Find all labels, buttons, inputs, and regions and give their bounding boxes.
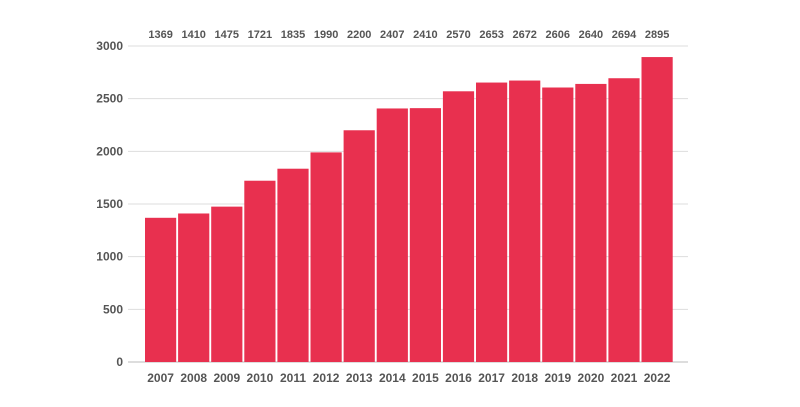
bar-2014 — [376, 108, 408, 362]
x-tick-label: 2009 — [213, 371, 240, 385]
bar-2022 — [641, 57, 673, 363]
bar-2018 — [509, 80, 541, 363]
bar-2011 — [277, 168, 309, 362]
bar-2009 — [211, 206, 243, 362]
x-tick-label: 2021 — [611, 371, 638, 385]
bars — [145, 57, 673, 363]
x-tick-label: 2011 — [280, 371, 306, 385]
y-tick-label: 1000 — [96, 250, 123, 264]
data-label: 2672 — [512, 29, 536, 41]
y-tick-label: 2500 — [96, 92, 123, 106]
bar-2013 — [343, 130, 375, 362]
x-tick-label: 2019 — [544, 371, 571, 385]
x-tick-label: 2007 — [147, 371, 174, 385]
bar-2007 — [145, 217, 177, 362]
bar-2017 — [476, 82, 508, 363]
y-tick-label: 2000 — [96, 144, 123, 158]
x-tick-label: 2018 — [511, 371, 538, 385]
data-label: 2694 — [612, 29, 637, 41]
y-tick-label: 0 — [116, 355, 123, 369]
x-axis: 2007 2008 2009 2010 2011 2012 2013 2014 2015 2016… — [147, 371, 671, 385]
data-label: 2410 — [413, 29, 437, 41]
data-label: 2570 — [446, 29, 470, 41]
y-tick-label: 3000 — [96, 39, 123, 53]
bar-2008 — [178, 213, 210, 362]
x-tick-label: 2015 — [412, 371, 439, 385]
x-tick-label: 2008 — [180, 371, 207, 385]
bar-2016 — [442, 91, 475, 362]
bar-2015 — [409, 108, 441, 362]
x-tick-label: 2022 — [644, 371, 671, 385]
data-label: 2640 — [579, 29, 603, 41]
data-label: 2407 — [380, 29, 404, 41]
x-tick-label: 2013 — [346, 371, 373, 385]
data-labels: 1369 1410 1475 1721 1835 1990 2200 2407 2410 2570… — [148, 29, 669, 41]
y-tick-label: 1500 — [96, 197, 123, 211]
data-label: 1990 — [314, 29, 338, 41]
data-label: 2895 — [645, 29, 669, 41]
data-label: 2606 — [546, 29, 570, 41]
data-label: 1721 — [248, 29, 272, 41]
data-label: 1835 — [281, 29, 305, 41]
y-tick-label: 500 — [103, 302, 123, 316]
data-label: 1410 — [181, 29, 205, 41]
x-tick-label: 2010 — [247, 371, 274, 385]
bar-2012 — [310, 152, 342, 362]
data-label: 1369 — [148, 29, 172, 41]
y-axis: 0 500 1000 1500 2000 2500 3000 — [96, 39, 123, 369]
x-tick-label: 2020 — [578, 371, 605, 385]
bar-2021 — [608, 78, 640, 363]
bar-2020 — [575, 83, 607, 363]
bar-2019 — [542, 87, 574, 362]
bar-2010 — [244, 180, 276, 362]
x-tick-label: 2017 — [478, 371, 505, 385]
data-label: 2653 — [479, 29, 503, 41]
x-tick-label: 2014 — [379, 371, 406, 385]
data-label: 1475 — [215, 29, 239, 41]
x-tick-label: 2016 — [445, 371, 472, 385]
data-label: 2200 — [347, 29, 371, 41]
x-tick-label: 2012 — [313, 371, 340, 385]
